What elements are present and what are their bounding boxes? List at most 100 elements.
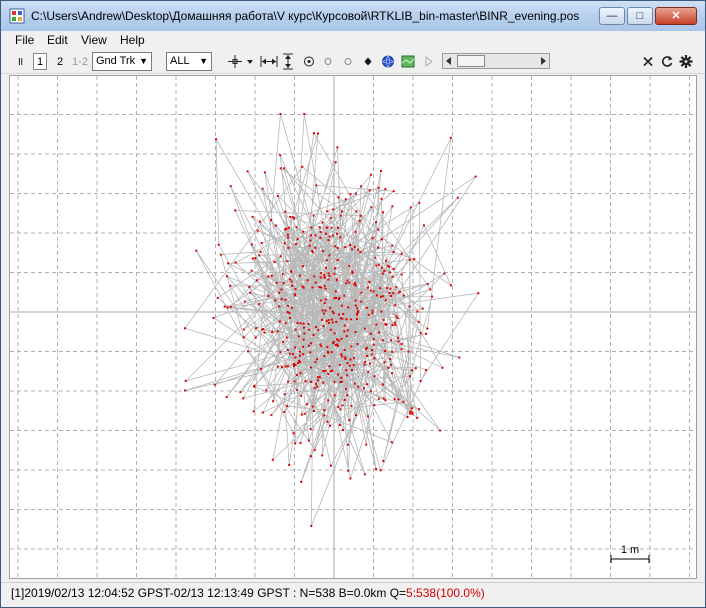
solution-1-button[interactable]: 1 (33, 53, 47, 70)
reset-icon[interactable] (641, 53, 655, 70)
slider-right-arrow-icon[interactable] (540, 57, 546, 65)
menu-help[interactable]: Help (120, 33, 145, 47)
solution-point (276, 365, 279, 368)
fit-vertical-icon[interactable] (281, 53, 295, 70)
settings-icon[interactable] (679, 53, 693, 70)
menu-view[interactable]: View (81, 33, 107, 47)
maximize-button[interactable]: □ (627, 7, 653, 25)
solution-point (346, 362, 349, 365)
solution-point (371, 309, 374, 312)
solution-point (365, 383, 368, 386)
solution-point (374, 256, 377, 259)
solution-2-button[interactable]: 2 (56, 56, 64, 68)
solution-point (380, 310, 383, 313)
solution-point (294, 288, 297, 291)
slider-left-arrow-icon[interactable] (446, 57, 452, 65)
solution-point (339, 317, 342, 320)
menu-file[interactable]: File (15, 33, 35, 47)
solution-point (426, 327, 429, 330)
title-bar[interactable]: C:\Users\Andrew\Desktop\Домашняя работа\… (1, 1, 705, 31)
solution-point (325, 266, 327, 269)
reload-icon[interactable] (660, 53, 674, 70)
fit-horizontal-icon[interactable] (260, 53, 278, 70)
solution-point (307, 323, 310, 325)
solution-point (346, 279, 349, 282)
solution-point (274, 299, 277, 302)
solution-point (360, 300, 363, 303)
solution-point (295, 389, 298, 392)
origin-icon[interactable] (302, 53, 316, 70)
solution-point (309, 351, 312, 354)
solution-point (380, 169, 382, 172)
solution-point (328, 365, 331, 368)
solution-points (184, 113, 480, 527)
close-button[interactable]: ✕ (655, 7, 697, 25)
point-icon[interactable] (361, 53, 375, 70)
solution-point (351, 271, 354, 274)
solution-point (324, 287, 327, 290)
ground-track-plot[interactable]: 1 m (9, 75, 697, 579)
solution-point (340, 376, 343, 379)
solution-point (377, 246, 379, 249)
solution-point (278, 305, 281, 308)
solution-point (416, 310, 419, 313)
solution-point (377, 186, 380, 189)
solution-point (309, 366, 312, 369)
solution-point (326, 345, 329, 348)
center-crosshair-icon[interactable] (227, 53, 257, 70)
solution-point (242, 336, 245, 339)
solution-point (293, 380, 296, 383)
solution-point (184, 379, 187, 382)
solution-point (372, 343, 375, 346)
solution-point (341, 355, 344, 358)
globe-icon[interactable] (381, 53, 395, 70)
solution-point (300, 480, 303, 483)
show-tracks-icon[interactable] (321, 53, 335, 70)
solution-point (280, 298, 283, 300)
map-icon[interactable] (401, 53, 415, 70)
scale-label: 1 m (621, 544, 639, 556)
solution-point (384, 350, 387, 352)
slider-thumb[interactable] (457, 55, 485, 67)
solution-point (402, 294, 405, 297)
show-points-icon[interactable] (341, 53, 355, 70)
solution-point (310, 234, 312, 237)
solution-point (381, 339, 384, 342)
solution-point (402, 400, 405, 403)
status-text: [1]2019/02/13 12:04:52 GPST-02/13 12:13:… (11, 586, 485, 600)
pause-button[interactable]: ॥ (16, 56, 24, 68)
solution-point (270, 274, 273, 277)
solution-point (339, 236, 342, 239)
solution-point (299, 442, 302, 444)
solution-point (326, 210, 329, 213)
scale-bar: 1 m (610, 544, 650, 563)
play-icon[interactable] (423, 53, 435, 70)
solution-point (298, 354, 301, 357)
solution-point (425, 332, 427, 335)
solution-point (339, 408, 342, 411)
minimize-button[interactable]: — (599, 7, 625, 25)
solution-point (217, 243, 220, 246)
solution-point (329, 216, 332, 219)
solution-point (286, 405, 289, 408)
solution-point (262, 328, 265, 331)
status-bar: [1]2019/02/13 12:04:52 GPST-02/13 12:13:… (1, 582, 705, 603)
plot-type-select[interactable]: Gnd Trk ▼ (92, 52, 152, 71)
solution-point (367, 313, 370, 316)
satellite-select[interactable]: ALL ▼ (166, 52, 212, 71)
menu-edit[interactable]: Edit (47, 33, 68, 47)
time-slider[interactable] (442, 53, 550, 69)
solution-12-button[interactable]: 1-2 (72, 56, 88, 68)
solution-point (394, 304, 397, 307)
solution-point (288, 312, 291, 314)
solution-point (399, 290, 401, 293)
solution-point (314, 246, 317, 249)
solution-point (283, 242, 286, 245)
solution-point (291, 284, 294, 287)
solution-point (384, 188, 387, 191)
solution-point (400, 273, 403, 276)
solution-point (319, 276, 322, 279)
solution-point (337, 196, 340, 199)
solution-point (418, 408, 421, 411)
